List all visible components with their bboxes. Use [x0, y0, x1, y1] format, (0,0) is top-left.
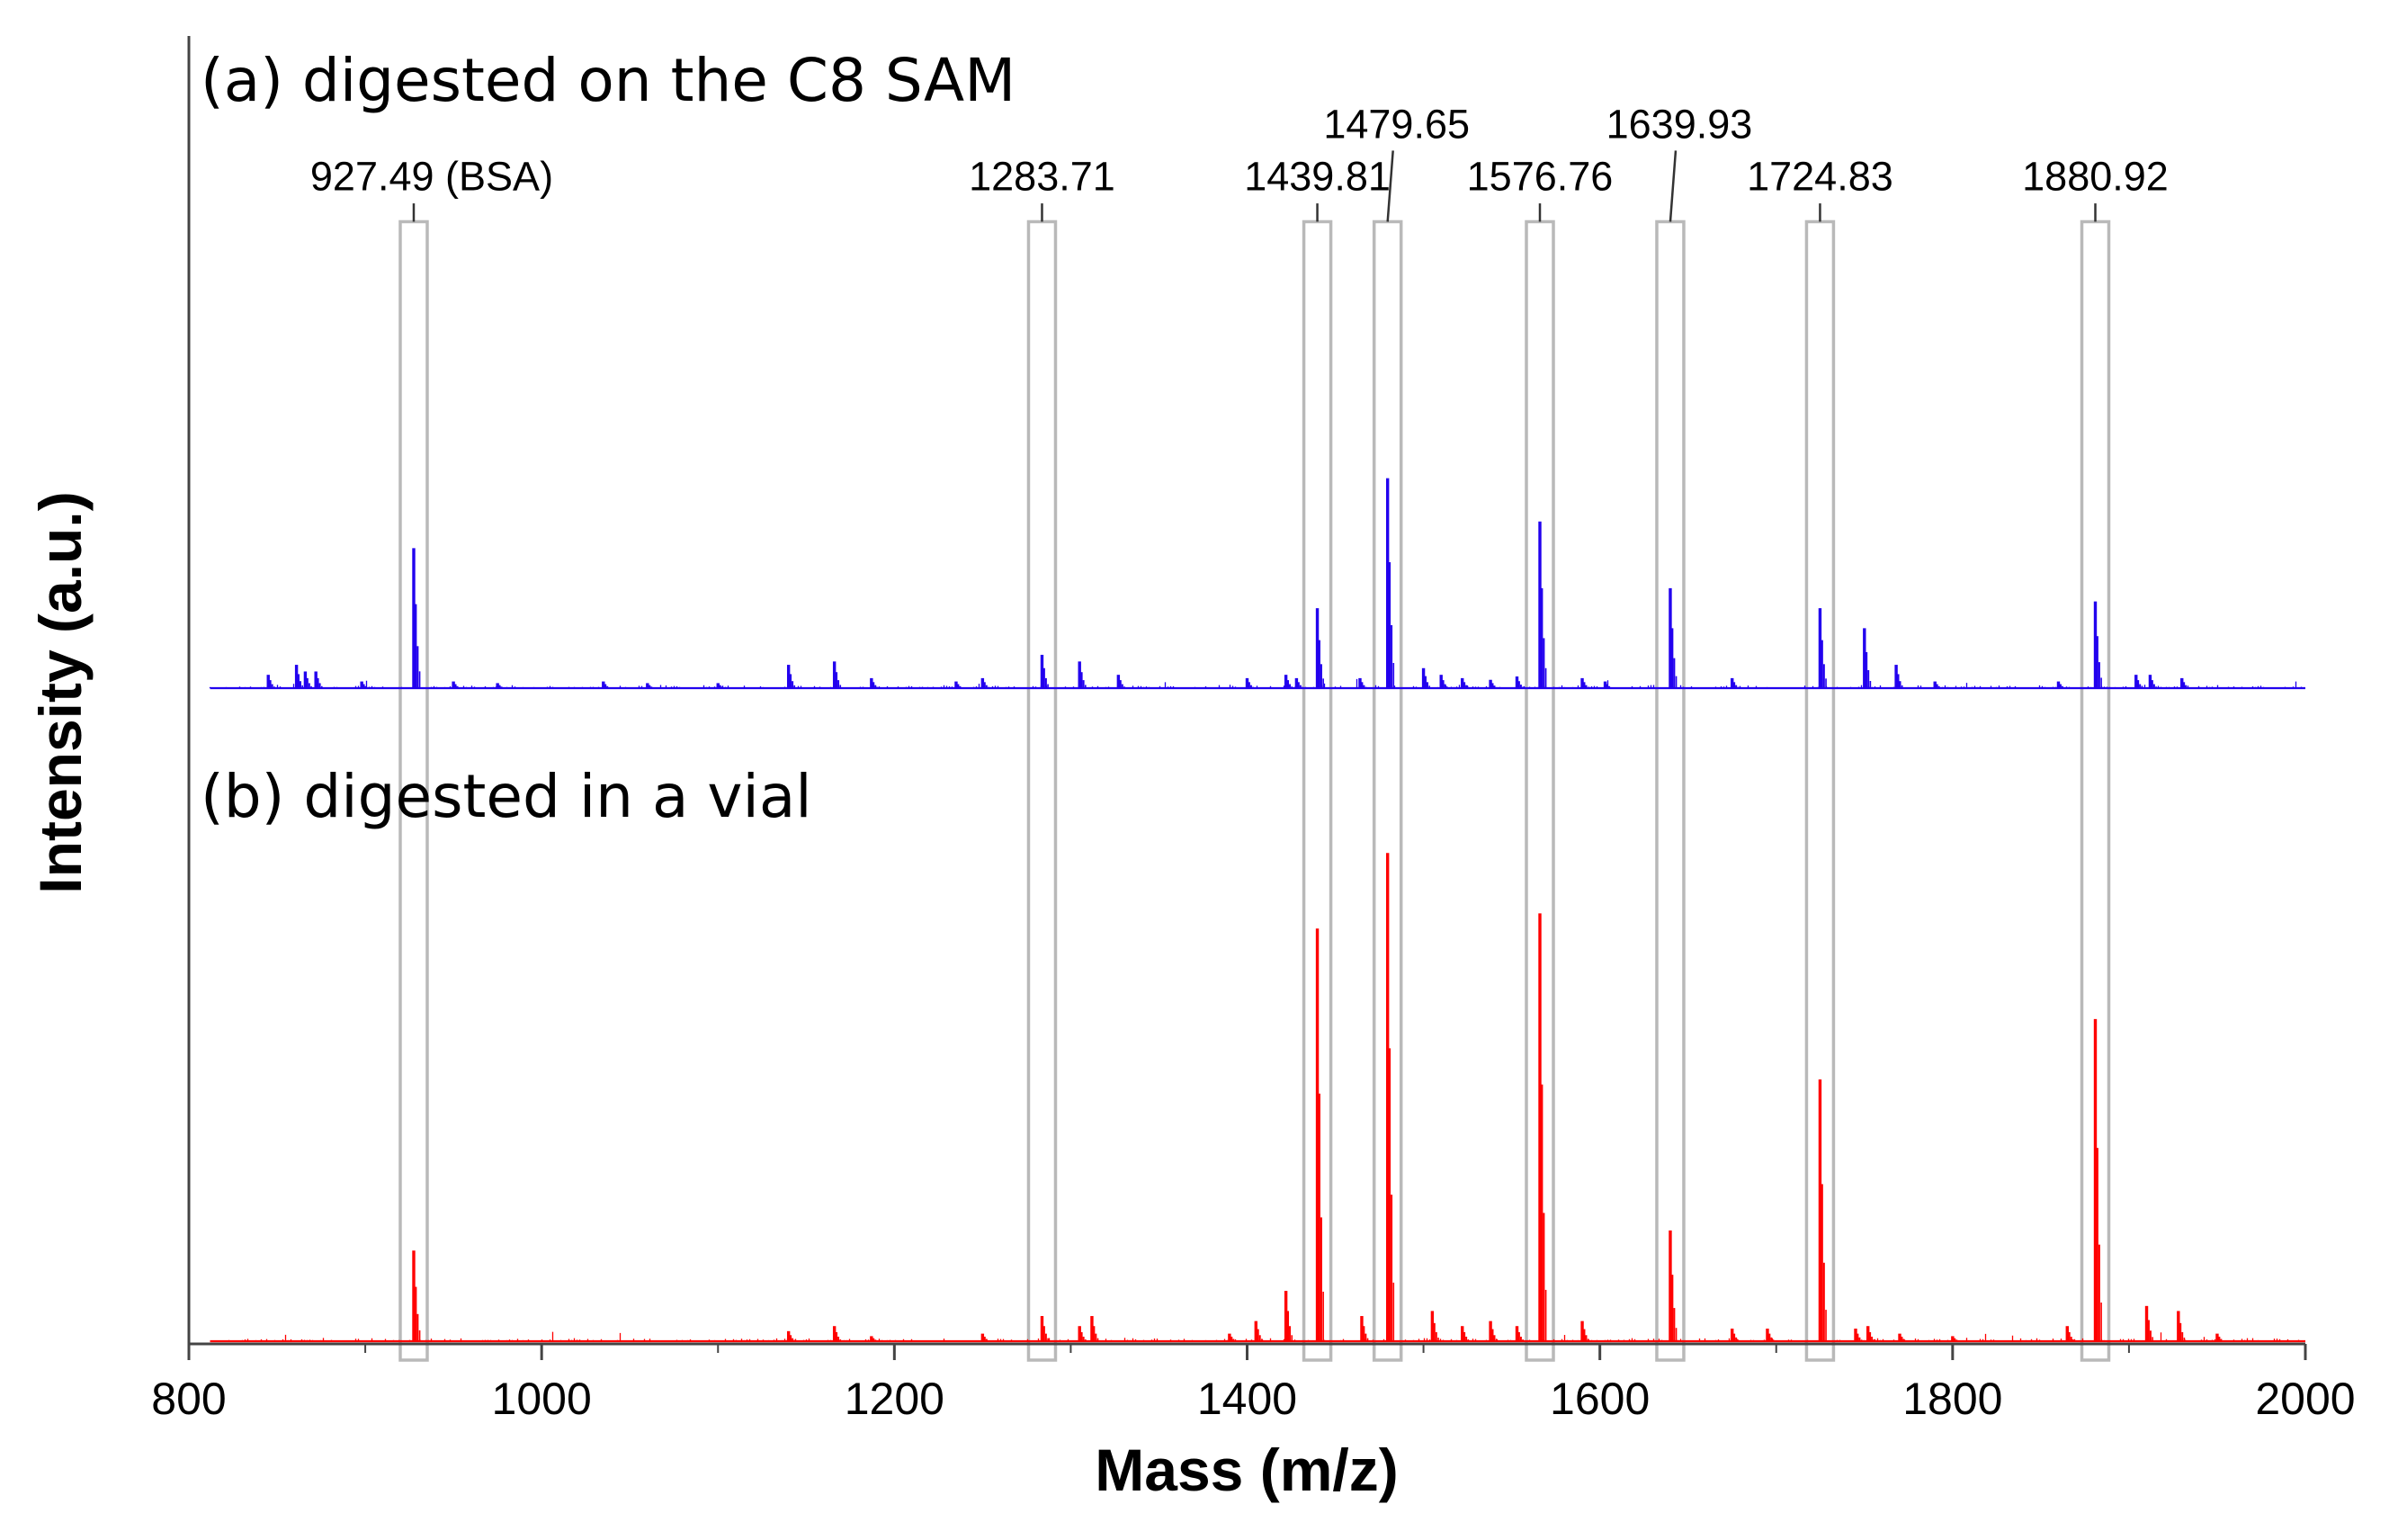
- axes: 800 1000 1200 1400 1600 1800 2000: [151, 36, 2356, 1424]
- peak-label-leader: [1386, 150, 1394, 222]
- peak-label: 1724.83: [1747, 154, 1893, 200]
- peak-label: 927.49 (BSA): [310, 154, 553, 200]
- peak-labels: 927.49 (BSA) 1283.71 1439.81 1479.65 1576.76…: [310, 101, 2169, 222]
- series-a: [209, 478, 2305, 690]
- highlight-box: [1655, 219, 1686, 1362]
- peak-label: 1479.65: [1323, 101, 1470, 147]
- x-tick-label: 1000: [492, 1374, 592, 1424]
- y-axis-title: Intensity (a.u.): [27, 491, 94, 893]
- series-b: [210, 853, 2305, 1343]
- peak-label: 1639.93: [1606, 101, 1753, 147]
- highlight-box: [1026, 219, 1058, 1362]
- series-noise: [209, 678, 2305, 688]
- x-tick-label: 1600: [1550, 1374, 1650, 1424]
- x-tick-label: 1400: [1197, 1374, 1297, 1424]
- peak-label: 1880.92: [2022, 154, 2169, 200]
- series-a-title: (a) digested on the C8 SAM: [201, 46, 1016, 115]
- peak-label: 1439.81: [1244, 154, 1391, 200]
- x-tick-label: 1800: [1902, 1374, 2002, 1424]
- x-tick-label: 2000: [2255, 1374, 2355, 1424]
- x-tick-label: 1200: [845, 1374, 944, 1424]
- peak-label: 1576.76: [1467, 154, 1614, 200]
- spectra: [209, 478, 2305, 1343]
- peak-label: 1283.71: [969, 154, 1115, 200]
- x-axis-title: Mass (m/z): [1095, 1437, 1398, 1503]
- x-tick-label: 800: [151, 1374, 226, 1424]
- series-b-title: (b) digested in a vial: [201, 762, 812, 831]
- peak-label-leader: [1669, 150, 1678, 222]
